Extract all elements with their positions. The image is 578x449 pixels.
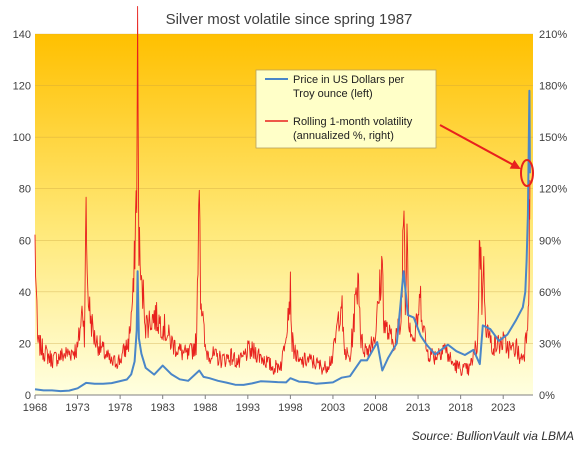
right-tick-label: 30% <box>539 338 561 350</box>
left-tick-label: 100 <box>13 132 31 144</box>
right-tick-label: 60% <box>539 287 561 299</box>
right-tick-label: 180% <box>539 81 567 93</box>
x-tick-label: 1988 <box>193 402 217 414</box>
annotation-arrow <box>439 124 521 169</box>
legend-label-volatility: Rolling 1-month volatility (annualized %… <box>293 116 415 142</box>
chart-title: Silver most volatile since spring 1987 <box>166 11 413 28</box>
legend-box <box>255 69 437 149</box>
x-tick-label: 2013 <box>406 402 430 414</box>
x-tick-label: 2018 <box>448 402 472 414</box>
x-tick-label: 1998 <box>278 402 302 414</box>
series-price-line <box>34 89 531 393</box>
left-tick-label: 120 <box>13 81 31 93</box>
left-tick-label: 0 <box>25 390 31 402</box>
series-volatility-line <box>34 6 531 377</box>
x-tick-label: 2003 <box>321 402 345 414</box>
x-tick-label: 2023 <box>491 402 515 414</box>
x-axis: 1968 1973 1978 1983 1988 1993 1998 2003 2008 2013… <box>23 394 533 414</box>
source-note: Source: BullionVault via LBMA <box>412 429 574 443</box>
x-tick-label: 1978 <box>108 402 132 414</box>
right-tick-label: 120% <box>539 184 567 196</box>
left-tick-label: 140 <box>13 29 31 41</box>
x-tick-label: 1968 <box>23 402 47 414</box>
right-tick-label: 150% <box>539 132 567 144</box>
left-axis: 0 20 40 60 80 100 120 140 <box>13 29 31 402</box>
right-tick-label: 0% <box>539 390 555 402</box>
left-tick-label: 60 <box>19 235 31 247</box>
x-tick-label: 1993 <box>236 402 260 414</box>
x-tick-label: 2008 <box>363 402 387 414</box>
annotation-ellipse <box>520 159 534 187</box>
left-tick-label: 20 <box>19 338 31 350</box>
series-layer <box>34 6 531 393</box>
annotation <box>439 124 534 187</box>
x-tick-label: 1973 <box>65 402 89 414</box>
left-tick-label: 40 <box>19 287 31 299</box>
right-tick-label: 210% <box>539 29 567 41</box>
right-axis: 0% 30% 60% 90% 120% 150% 180% 210% <box>539 29 567 402</box>
right-tick-label: 90% <box>539 235 561 247</box>
legend-label-price: Price in US Dollars per Troy ounce (left… <box>293 74 407 100</box>
left-tick-label: 80 <box>19 184 31 196</box>
legend: Price in US Dollars per Troy ounce (left… <box>255 69 437 149</box>
x-tick-label: 1983 <box>150 402 174 414</box>
